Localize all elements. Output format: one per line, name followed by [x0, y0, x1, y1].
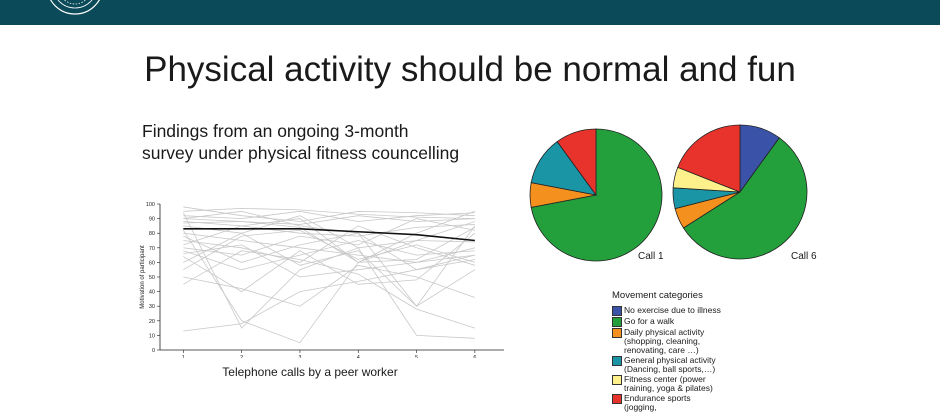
y-tick-label: 80 [149, 231, 155, 237]
x-tick-label: 1 [182, 355, 185, 358]
participant-series-line [183, 264, 475, 307]
y-tick-label: 30 [149, 304, 155, 310]
participant-series-line [183, 232, 476, 293]
legend-label: Go for a walk [624, 316, 675, 326]
legend-swatch [612, 394, 622, 404]
participant-series-line [183, 207, 475, 219]
legend-items: No exercise due to illness Go for a walk D… [612, 306, 724, 412]
legend-swatch [612, 306, 622, 316]
y-tick-label: 20 [149, 319, 155, 325]
legend-swatch [612, 375, 622, 385]
university-seal-icon [50, 0, 100, 15]
y-tick-label: 100 [146, 202, 155, 208]
participant-series-line [183, 232, 476, 307]
legend-swatch [612, 328, 622, 338]
participant-series-line [183, 215, 475, 225]
participant-series-line [183, 221, 475, 237]
line-chart-xlabel: Telephone calls by a peer worker [222, 365, 398, 379]
header-bar [0, 0, 940, 25]
pie-chart-call-1 [529, 128, 663, 262]
participant-series-line [183, 221, 476, 263]
legend-item: General physical activity (Dancing, ball… [612, 356, 724, 374]
x-tick-label: 2 [240, 355, 243, 358]
slide-title: Physical activity should be normal and f… [144, 50, 796, 89]
legend-label: No exercise due to illness [624, 305, 721, 315]
legend-item: Fitness center (power training, yoga & p… [612, 375, 724, 393]
movement-legend: Movement categories No exercise due to i… [612, 291, 724, 413]
participant-series-line [183, 218, 475, 256]
pie-label-call-6: Call 6 [791, 251, 817, 262]
legend-item: Daily physical activity (shopping, clean… [612, 328, 724, 355]
y-tick-label: 60 [149, 260, 155, 266]
x-tick-label: 5 [415, 355, 418, 358]
subtitle-line: Findings from an ongoing 3-month [142, 121, 409, 141]
participant-series-line [182, 212, 475, 339]
legend-label: General physical activity (Dancing, ball… [624, 355, 716, 374]
pie-slice [530, 128, 663, 262]
legend-swatch [612, 356, 622, 366]
slide-subtitle: Findings from an ongoing 3-month survey … [142, 120, 459, 164]
pie-slice [556, 128, 597, 197]
legend-label: Endurance sports (jogging, [624, 393, 691, 412]
legend-item: No exercise due to illness [612, 306, 724, 316]
participant-series-line [183, 232, 475, 271]
legend-swatch [612, 317, 622, 327]
mean-series-line [183, 228, 475, 242]
participant-series-line [183, 250, 475, 329]
y-tick-label: 90 [149, 217, 155, 223]
legend-title: Movement categories [612, 290, 703, 301]
legend-item: Endurance sports (jogging, [612, 394, 724, 412]
participant-series-line [182, 230, 475, 344]
legend-label: Daily physical activity (shopping, clean… [624, 327, 705, 355]
pie-slice [677, 124, 741, 193]
line-chart-ylabel: Motivation of participant [140, 245, 146, 309]
x-tick-label: 3 [298, 355, 301, 358]
x-tick-label: 4 [357, 355, 360, 358]
y-tick-label: 50 [149, 275, 155, 281]
participant-series-line [183, 206, 475, 222]
y-tick-label: 0 [152, 348, 155, 354]
participant-series-line [183, 254, 475, 332]
legend-item: Go for a walk [612, 317, 724, 327]
subtitle-line: survey under physical fitness councellin… [142, 143, 460, 163]
participant-series-line [183, 215, 475, 249]
motivation-line-chart: Motivation of participant 0 10 20 30 40 50 60 70… [140, 202, 504, 358]
y-tick-label: 40 [149, 290, 155, 296]
pie-label-call-1: Call 1 [638, 251, 664, 262]
pie-slice [682, 137, 808, 260]
participant-series-line [183, 244, 475, 278]
x-tick-label: 6 [473, 355, 476, 358]
legend-label: Fitness center (power training, yoga & p… [624, 374, 713, 393]
pie-chart-call-6 [672, 124, 808, 260]
participant-series-line [183, 232, 475, 263]
y-tick-label: 10 [149, 333, 155, 339]
y-tick-label: 70 [149, 246, 155, 252]
